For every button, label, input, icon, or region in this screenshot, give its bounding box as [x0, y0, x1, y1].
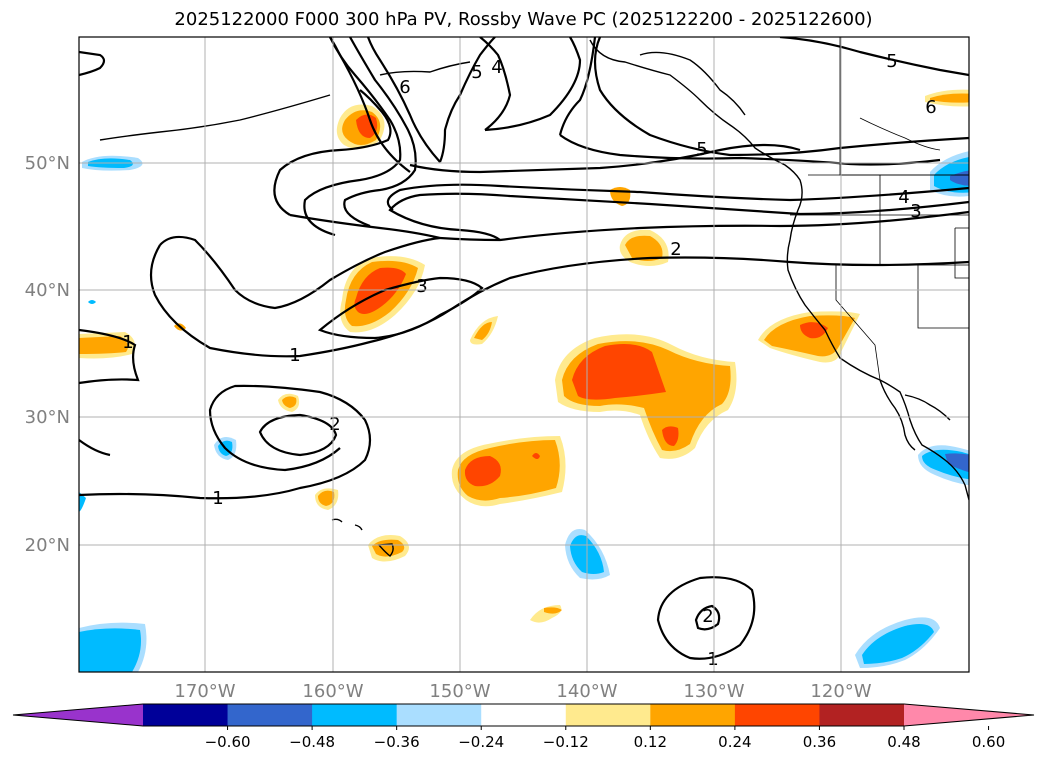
colorbar-swatch [227, 704, 313, 726]
colorbar-swatch [650, 704, 736, 726]
lat-tick-label: 20°N [25, 535, 70, 556]
lon-tick-label: 150°W [429, 681, 490, 702]
contour-label: 4 [491, 57, 502, 78]
lon-tick-label: 130°W [683, 681, 744, 702]
map-title: 2025122000 F000 300 hPa PV, Rossby Wave … [174, 9, 873, 30]
map-frame [78, 36, 970, 673]
contour-label: 5 [696, 139, 707, 160]
colorbar-tick-label: 0.12 [634, 733, 667, 751]
colorbar-tick-label: −0.48 [289, 733, 335, 751]
contour-label: 6 [925, 97, 936, 118]
colorbar-tick-label: −0.60 [205, 733, 251, 751]
colorbar-swatch [565, 704, 651, 726]
colorbar-swatch [312, 704, 398, 726]
colorbar-outline [12, 703, 1035, 727]
colorbar-swatch [481, 704, 567, 726]
colorbar-swatch [396, 704, 482, 726]
contour-label: 5 [886, 51, 897, 72]
contour-label: 2 [702, 606, 713, 627]
lat-tick-label: 30°N [25, 407, 70, 428]
lon-tick-label: 160°W [302, 681, 363, 702]
colorbar-swatch [734, 704, 820, 726]
contour-label: 5 [471, 62, 482, 83]
lon-tick-label: 170°W [174, 681, 235, 702]
longitude-axis: 170°W 160°W 150°W 140°W 130°W 120°W [174, 681, 871, 702]
colorbar-extend-low [13, 704, 143, 726]
lon-tick-label: 120°W [810, 681, 871, 702]
contour-label: 1 [122, 332, 133, 353]
contour-labels: 1 1 1 1 2 2 2 3 3 4 4 5 5 5 6 6 [122, 51, 936, 670]
colorbar-tick-label: 0.24 [718, 733, 751, 751]
lat-tick-label: 50°N [25, 153, 70, 174]
contour-label: 3 [910, 201, 921, 222]
contour-label: 2 [670, 239, 681, 260]
map-gridlines [79, 37, 969, 672]
colorbar-tick-label: 0.60 [972, 733, 1005, 751]
colorbar: −0.60 −0.48 −0.36 −0.24 −0.12 0.12 0.24 0.36 0.4… [12, 703, 1035, 751]
colorbar-swatch [143, 704, 229, 726]
coastline [99, 39, 969, 557]
contour-label: 1 [212, 488, 223, 509]
colorbar-tick-label: −0.12 [543, 733, 589, 751]
colorbar-swatch [819, 704, 905, 726]
colorbar-tick-label: −0.24 [458, 733, 504, 751]
colorbar-tick-label: 0.48 [887, 733, 920, 751]
contour-label: 4 [898, 187, 909, 208]
contour-label: 3 [416, 276, 427, 297]
contour-label: 2 [329, 414, 340, 435]
colorbar-extend-high [904, 704, 1034, 726]
political-borders [790, 37, 969, 381]
lat-tick-label: 40°N [25, 280, 70, 301]
colorbar-tick-label: 0.36 [803, 733, 836, 751]
pv-contours [79, 37, 969, 660]
contour-label: 6 [399, 77, 410, 98]
latitude-axis: 20°N 30°N 40°N 50°N [25, 153, 70, 556]
lon-tick-label: 140°W [556, 681, 617, 702]
contour-label: 1 [289, 345, 300, 366]
contour-label: 1 [707, 649, 718, 670]
colorbar-tick-label: −0.36 [374, 733, 420, 751]
